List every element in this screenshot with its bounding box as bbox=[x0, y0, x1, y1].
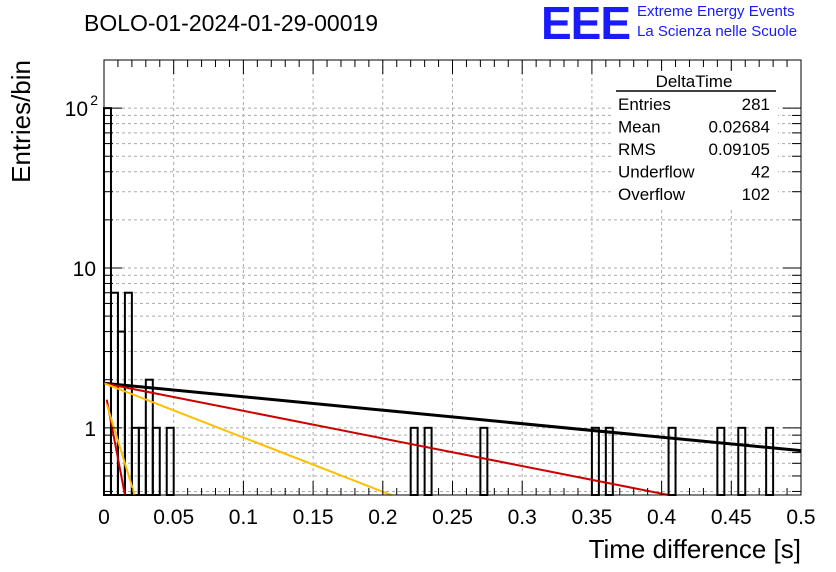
grid-lines bbox=[104, 60, 801, 495]
stats-row-label: Underflow bbox=[618, 163, 695, 182]
fit-curve bbox=[103, 381, 802, 453]
histogram-bar bbox=[590, 426, 600, 496]
histogram-bar bbox=[604, 426, 614, 496]
x-tick-label: 0.05 bbox=[153, 506, 194, 529]
stats-row-value: 42 bbox=[751, 163, 770, 182]
y-tick-label: 10 bbox=[73, 258, 96, 281]
y-tick-label: 10 bbox=[65, 98, 88, 121]
histogram-bar bbox=[144, 378, 154, 497]
histogram-bar bbox=[116, 330, 126, 496]
histogram-bar bbox=[479, 426, 489, 496]
histogram-bar bbox=[130, 426, 140, 496]
histogram-bar bbox=[109, 291, 119, 496]
x-tick-label: 0.2 bbox=[368, 506, 397, 529]
y-axis-label: Entries/bin bbox=[6, 60, 36, 183]
x-tick-label: 0 bbox=[98, 506, 110, 529]
fit-curve bbox=[103, 382, 669, 496]
fit-curve bbox=[103, 382, 392, 496]
stats-row-label: RMS bbox=[618, 140, 656, 159]
stats-row-label: Mean bbox=[618, 118, 661, 137]
x-axis-label: Time difference [s] bbox=[589, 534, 801, 564]
x-tick-label: 0.15 bbox=[293, 506, 334, 529]
x-tick-label: 0.25 bbox=[432, 506, 473, 529]
histogram-bar bbox=[716, 426, 726, 496]
logo-subtitle-2: La Scienza nelle Scuole bbox=[637, 23, 798, 40]
stats-box: DeltaTime Entries 281 Mean 0.02684 RMS 0.0910… bbox=[611, 71, 778, 209]
stats-row-label: Overflow bbox=[618, 185, 686, 204]
y-tick-label-exponent: 2 bbox=[90, 92, 98, 108]
eee-logo: EEE bbox=[541, 0, 631, 49]
y-tick-label: 1 bbox=[84, 418, 96, 441]
histogram-bar bbox=[165, 426, 175, 496]
x-tick-label: 0.5 bbox=[786, 506, 815, 529]
stats-row-value: 0.02684 bbox=[709, 118, 770, 137]
histogram-bar bbox=[151, 426, 161, 496]
fit-curves bbox=[103, 381, 802, 496]
x-tick-label: 0.4 bbox=[647, 506, 677, 529]
stats-row-value: 281 bbox=[742, 95, 770, 114]
stats-box-title: DeltaTime bbox=[656, 72, 733, 91]
histogram-bar bbox=[765, 426, 775, 496]
x-tick-label: 0.45 bbox=[711, 506, 752, 529]
stats-row-value: 0.09105 bbox=[709, 140, 770, 159]
fit-curve bbox=[105, 404, 136, 496]
histogram-bar bbox=[409, 426, 419, 496]
histogram-bar bbox=[137, 426, 147, 496]
x-tick-label: 0.1 bbox=[229, 506, 258, 529]
histogram-bar bbox=[737, 426, 747, 496]
stats-row-value: 102 bbox=[742, 185, 770, 204]
x-tick-label: 0.35 bbox=[571, 506, 612, 529]
stats-row-label: Entries bbox=[618, 95, 671, 114]
x-axis-ticks: 0 0.05 0.1 0.15 0.2 0.25 0.3 0.35 0.4 0.45 0.5 bbox=[98, 60, 816, 529]
histogram-bar bbox=[423, 426, 433, 496]
chart-title: BOLO-01-2024-01-29-00019 bbox=[84, 10, 379, 36]
logo-subtitle-1: Extreme Energy Events bbox=[637, 3, 795, 20]
x-tick-label: 0.3 bbox=[508, 506, 537, 529]
histogram-bar bbox=[103, 107, 112, 497]
